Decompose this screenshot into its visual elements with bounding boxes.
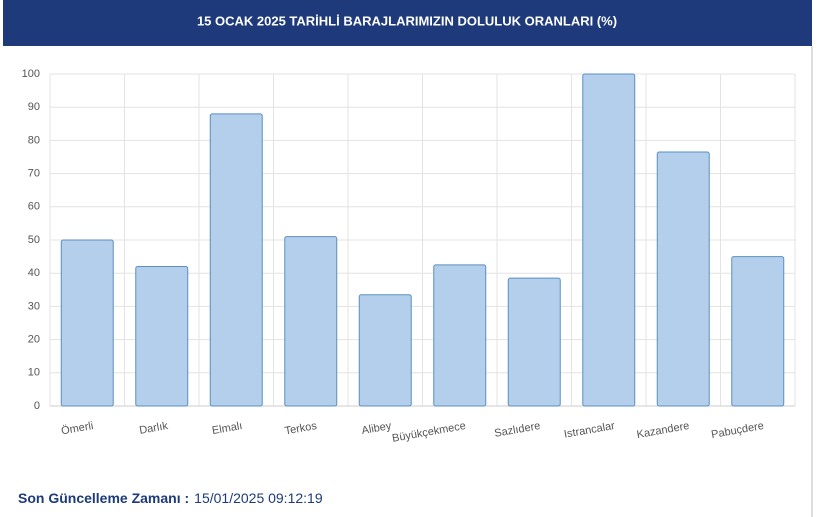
bar xyxy=(582,73,636,407)
x-tick-label: Kazandere xyxy=(636,420,690,441)
y-tick-label: 50 xyxy=(28,234,40,246)
bar xyxy=(507,277,561,407)
chart-title: 15 OCAK 2025 TARİHLİ BARAJLARIMIZIN DOLU… xyxy=(197,13,617,28)
x-tick-label: Alibey xyxy=(361,420,393,437)
bar xyxy=(656,151,710,407)
x-tick-label: Elmalı xyxy=(211,420,243,437)
x-tick-label: Terkos xyxy=(284,420,318,438)
y-tick-label: 70 xyxy=(28,168,40,180)
y-tick-label: 0 xyxy=(34,400,40,412)
x-tick-label: Ömerli xyxy=(60,420,94,437)
header-bar xyxy=(3,0,812,46)
x-tick-label: Büyükçekmece xyxy=(391,420,467,445)
y-tick-label: 80 xyxy=(28,134,40,146)
bar xyxy=(209,113,263,407)
y-tick-label: 20 xyxy=(28,334,40,346)
bar xyxy=(60,239,114,407)
x-tick-label: Sazlıdere xyxy=(493,420,541,440)
x-tick-label: Istrancalar xyxy=(563,420,616,441)
y-tick-label: 90 xyxy=(28,101,40,113)
y-tick-label: 100 xyxy=(22,68,40,80)
footer-label: Son Güncelleme Zamanı : xyxy=(18,490,189,506)
x-tick-label: Darlık xyxy=(138,420,169,437)
y-tick-label: 60 xyxy=(28,201,40,213)
footer-text: Son Güncelleme Zamanı : 15/01/2025 09:12:… xyxy=(18,490,323,506)
bar xyxy=(284,236,338,407)
bar xyxy=(433,264,487,407)
bar xyxy=(731,256,785,407)
x-tick-label: Pabuçdere xyxy=(710,420,764,441)
bar xyxy=(135,266,189,407)
y-tick-label: 30 xyxy=(28,300,40,312)
footer-value: 15/01/2025 09:12:19 xyxy=(194,490,323,506)
y-tick-label: 10 xyxy=(28,367,40,379)
bar xyxy=(358,294,412,407)
y-tick-label: 40 xyxy=(28,267,40,279)
